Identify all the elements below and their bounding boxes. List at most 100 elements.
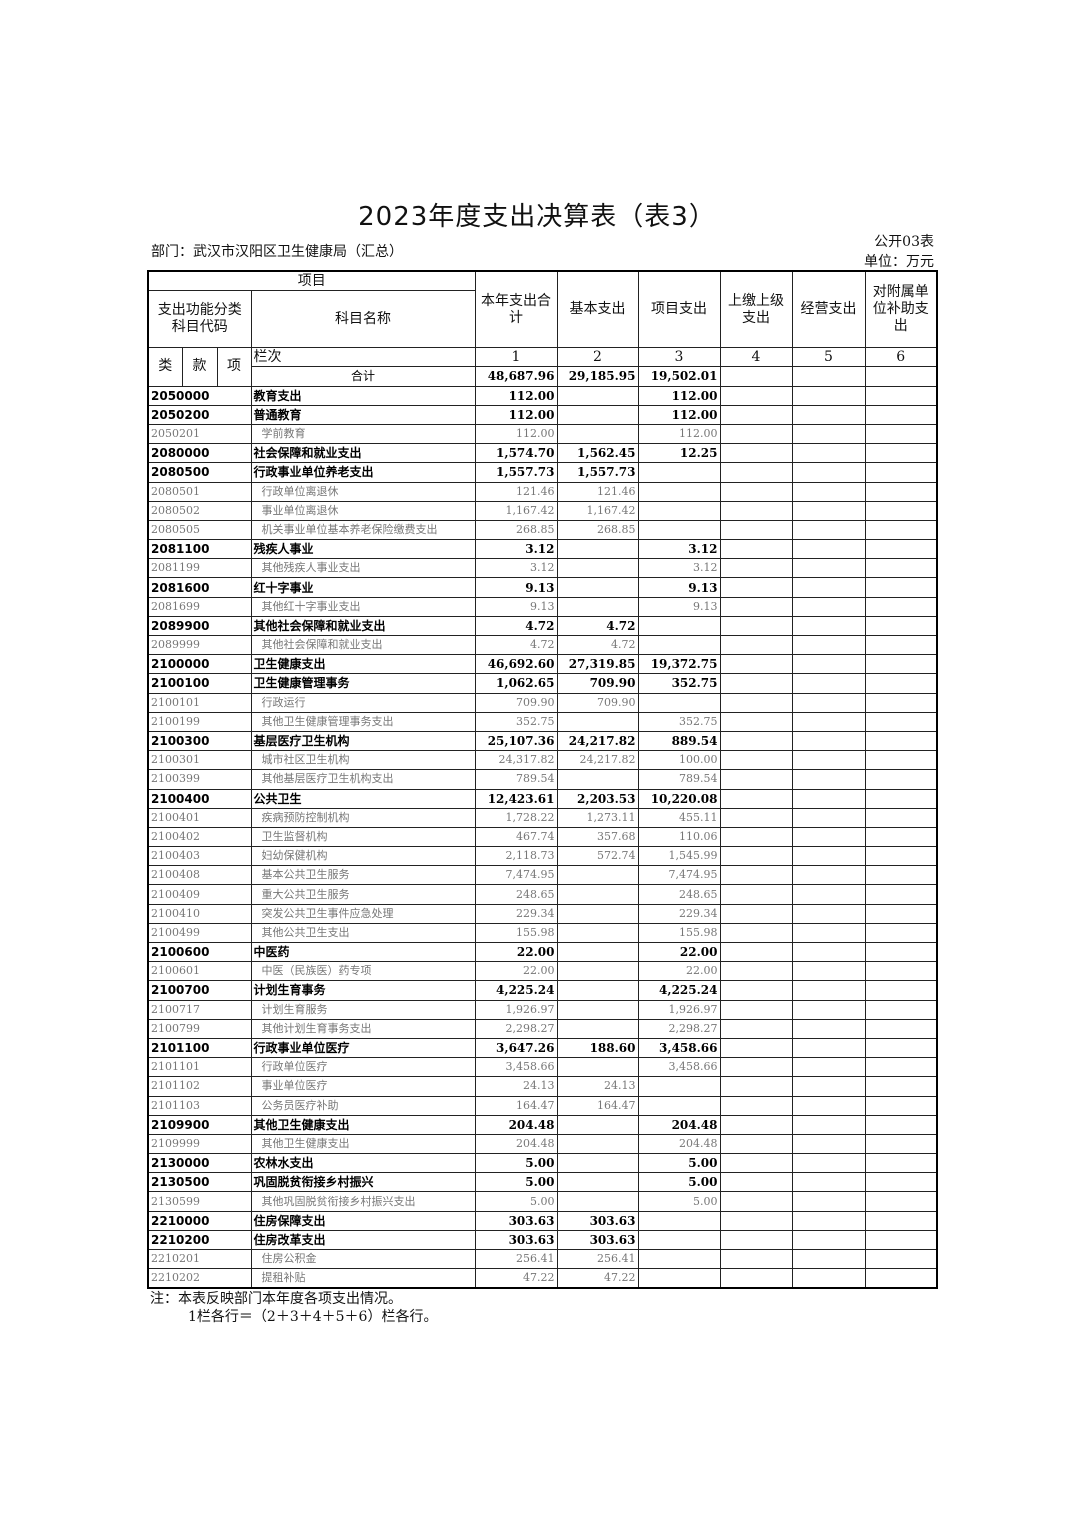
row-empty-cell — [791, 865, 866, 886]
row-name: 行政单位离退休 — [250, 481, 476, 502]
row-col3: 7,474.95 — [637, 865, 721, 886]
row-empty-cell — [791, 711, 866, 732]
table-row: 2100101 行政运行 709.90 709.90 — [147, 692, 938, 713]
row-code: 2101100 — [147, 1037, 252, 1059]
row-col1: 9.13 — [474, 596, 558, 617]
row-code: 2100409 — [147, 884, 252, 905]
row-col2 — [556, 1172, 639, 1193]
row-empty-cell — [864, 1191, 938, 1212]
row-empty-cell — [864, 1133, 938, 1155]
row-code: 2100499 — [147, 922, 252, 944]
row-code: 2081100 — [147, 539, 252, 560]
table-row: 2100100 卫生健康管理事务 1,062.65 709.90 352.75 — [147, 673, 938, 694]
row-name: 公共卫生 — [250, 788, 476, 809]
row-col1: 24.13 — [474, 1076, 558, 1097]
row-code: 2101103 — [147, 1095, 252, 1116]
table-row: 2101103 公务员医疗补助 164.47 164.47 — [147, 1095, 938, 1116]
table-row: 2100300 基层医疗卫生机构 25,107.36 24,217.82 889.54 — [147, 730, 938, 752]
row-code: 2050201 — [147, 423, 252, 445]
row-col2: 2,203.53 — [556, 788, 639, 809]
row-col3: 3,458.66 — [637, 1057, 721, 1078]
row-col2: 164.47 — [556, 1095, 639, 1116]
row-empty-cell — [864, 865, 938, 886]
table-row: 2100408 基本公共卫生服务 7,474.95 7,474.95 — [147, 865, 938, 886]
table-row: 2100601 中医（民族医）药专项 22.00 22.00 — [147, 961, 938, 982]
row-empty-cell — [719, 423, 793, 445]
row-code: 2100402 — [147, 826, 252, 848]
row-empty-cell — [864, 1172, 938, 1193]
row-col2 — [556, 999, 639, 1020]
row-empty-cell — [791, 1248, 866, 1270]
row-code: 2101101 — [147, 1057, 252, 1078]
row-empty-cell — [864, 596, 938, 617]
row-code: 2100408 — [147, 865, 252, 886]
row-col3 — [637, 692, 721, 713]
row-col2: 1,557.73 — [556, 462, 639, 483]
row-code: 2100300 — [147, 730, 252, 752]
row-col3: 22.00 — [637, 941, 721, 963]
total-col2: 29,185.95 — [556, 366, 639, 387]
row-col1: 303.63 — [474, 1210, 558, 1231]
row-empty-cell — [719, 807, 793, 828]
row-col3: 789.54 — [637, 769, 721, 790]
row-empty-cell — [719, 980, 793, 1001]
table-row: 2100499 其他公共卫生支出 155.98 155.98 — [147, 922, 938, 944]
row-empty-cell — [719, 865, 793, 886]
col-num: 1 — [474, 347, 558, 368]
row-empty-cell — [864, 1229, 938, 1251]
row-col2 — [556, 1153, 639, 1174]
row-col3: 112.00 — [637, 423, 721, 445]
row-empty-cell — [864, 385, 938, 406]
row-name: 其他卫生健康支出 — [250, 1133, 476, 1155]
row-col2 — [556, 404, 639, 425]
row-code: 2080502 — [147, 500, 252, 521]
row-empty-cell — [864, 750, 938, 771]
row-col1: 467.74 — [474, 826, 558, 848]
row-empty-cell — [864, 1268, 938, 1289]
row-empty-cell — [791, 922, 866, 944]
row-empty-cell — [791, 999, 866, 1020]
row-name: 公务员医疗补助 — [250, 1095, 476, 1116]
row-empty-cell — [719, 634, 793, 656]
row-col1: 204.48 — [474, 1114, 558, 1135]
row-name: 中医（民族医）药专项 — [250, 961, 476, 982]
row-empty-cell — [719, 1229, 793, 1251]
row-col1: 112.00 — [474, 385, 558, 406]
row-col2 — [556, 865, 639, 886]
row-name: 其他残疾人事业支出 — [250, 558, 476, 579]
row-empty-cell — [791, 846, 866, 867]
row-name: 其他基层医疗卫生机构支出 — [250, 769, 476, 790]
row-col2: 1,562.45 — [556, 443, 639, 464]
row-col3 — [637, 481, 721, 502]
row-empty-cell — [791, 539, 866, 560]
row-empty-cell — [719, 788, 793, 809]
row-empty-cell — [719, 1210, 793, 1231]
row-empty-cell — [864, 846, 938, 867]
row-empty-cell — [864, 1018, 938, 1039]
row-col2: 47.22 — [556, 1268, 639, 1289]
header-code: 支出功能分类科目代码 — [147, 290, 252, 349]
row-name: 其他红十字事业支出 — [250, 596, 476, 617]
row-empty-cell — [791, 1229, 866, 1251]
row-empty-cell — [719, 462, 793, 483]
row-empty-cell — [791, 596, 866, 617]
row-empty-cell — [864, 1076, 938, 1097]
row-code: 2130000 — [147, 1153, 252, 1174]
row-col2: 27,319.85 — [556, 654, 639, 675]
row-col1: 112.00 — [474, 423, 558, 445]
col-num: 4 — [719, 347, 793, 368]
row-col1: 46,692.60 — [474, 654, 558, 675]
row-empty-cell — [864, 519, 938, 541]
row-code: 2089900 — [147, 615, 252, 637]
table-row: 2100403 妇幼保健机构 2,118.73 572.74 1,545.99 — [147, 846, 938, 867]
row-col3: 5.00 — [637, 1172, 721, 1193]
row-empty-cell — [791, 1172, 866, 1193]
table-row: 2100399 其他基层医疗卫生机构支出 789.54 789.54 — [147, 769, 938, 790]
row-empty-cell — [719, 1172, 793, 1193]
row-empty-cell — [791, 961, 866, 982]
row-name: 学前教育 — [250, 423, 476, 445]
row-col1: 248.65 — [474, 884, 558, 905]
table-row: 2100402 卫生监督机构 467.74 357.68 110.06 — [147, 826, 938, 848]
row-col2 — [556, 884, 639, 905]
row-empty-cell — [864, 1248, 938, 1270]
